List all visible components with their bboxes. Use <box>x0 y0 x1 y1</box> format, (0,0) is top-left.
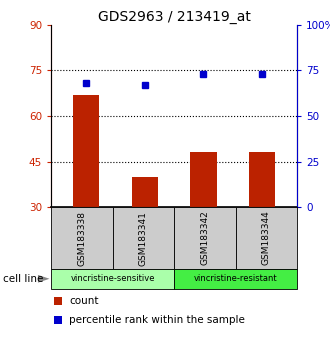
Text: cell line: cell line <box>3 274 44 284</box>
Text: GSM183338: GSM183338 <box>77 211 86 266</box>
Text: count: count <box>69 296 99 306</box>
Bar <box>190 153 216 207</box>
Text: vincristine-resistant: vincristine-resistant <box>194 274 277 283</box>
Bar <box>249 153 275 207</box>
Bar <box>132 177 158 207</box>
Bar <box>73 95 99 207</box>
Text: GSM183344: GSM183344 <box>262 211 271 266</box>
Title: GDS2963 / 213419_at: GDS2963 / 213419_at <box>98 10 250 24</box>
Text: percentile rank within the sample: percentile rank within the sample <box>69 315 245 325</box>
Text: GSM183342: GSM183342 <box>200 211 209 266</box>
Text: GSM183341: GSM183341 <box>139 211 148 266</box>
Text: vincristine-sensitive: vincristine-sensitive <box>70 274 155 283</box>
